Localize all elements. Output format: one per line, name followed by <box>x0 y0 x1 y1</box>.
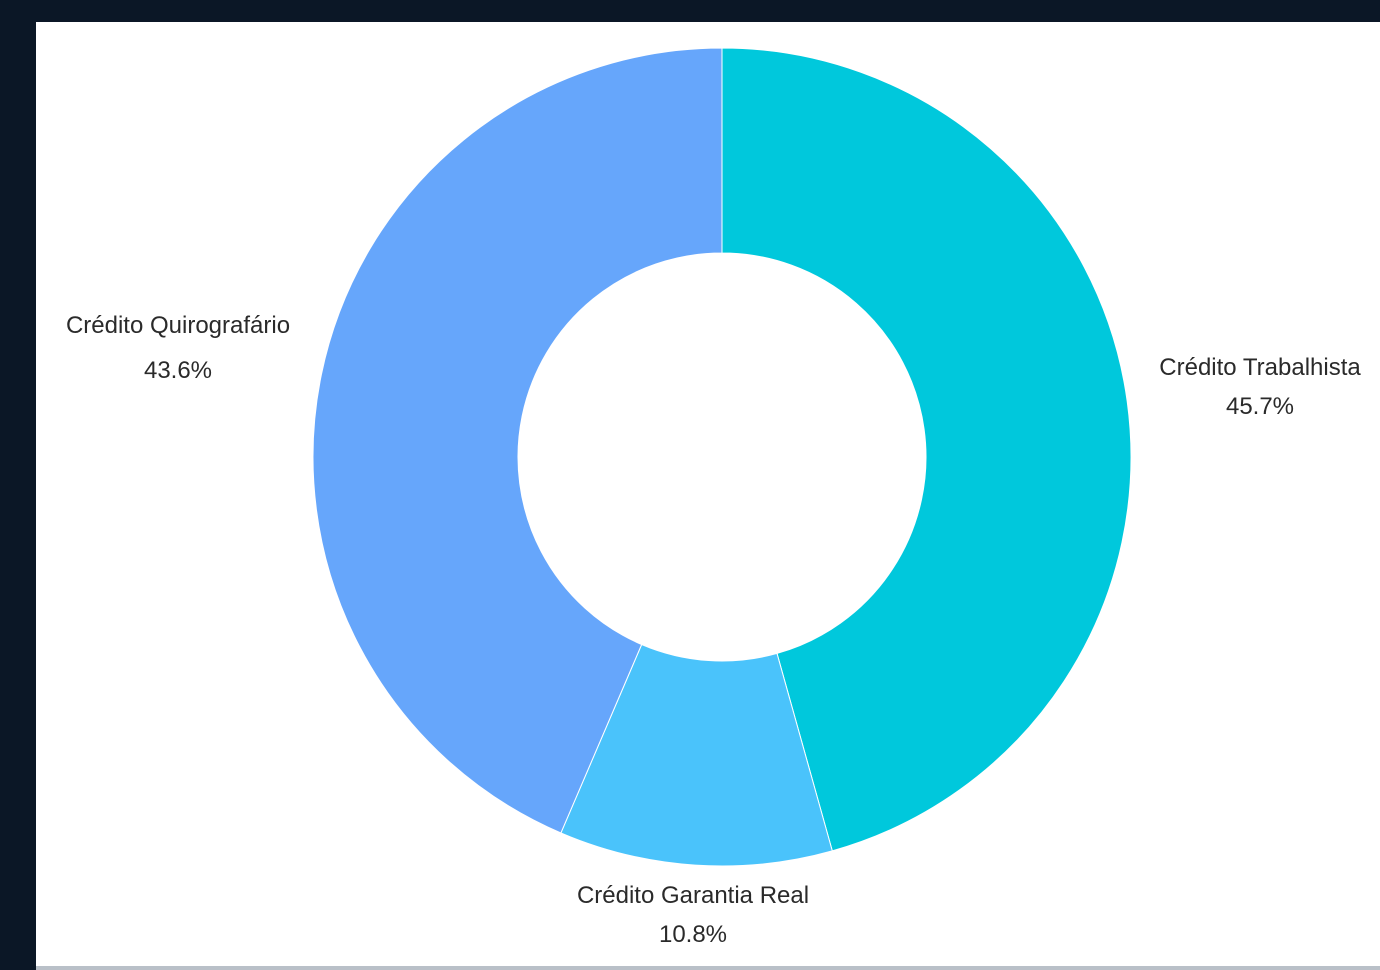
slice-garantia-real <box>560 643 833 867</box>
donut-slices <box>312 47 1132 867</box>
donut-labels: Crédito Trabalhista 45.7% Crédito Garant… <box>66 312 1361 948</box>
slice-value-garantia-real: 10.8% <box>659 921 727 948</box>
slice-value-quirografario: 43.6% <box>144 357 212 384</box>
slice-label-quirografario: Crédito Quirografário <box>66 312 290 339</box>
slice-label-trabalhista: Crédito Trabalhista <box>1159 354 1361 381</box>
slice-quirografario <box>312 47 723 834</box>
panel-bottom-border <box>36 966 1380 970</box>
slice-label-garantia-real: Crédito Garantia Real <box>577 882 809 909</box>
slice-trabalhista <box>721 47 1132 852</box>
slice-value-trabalhista: 45.7% <box>1226 393 1294 420</box>
